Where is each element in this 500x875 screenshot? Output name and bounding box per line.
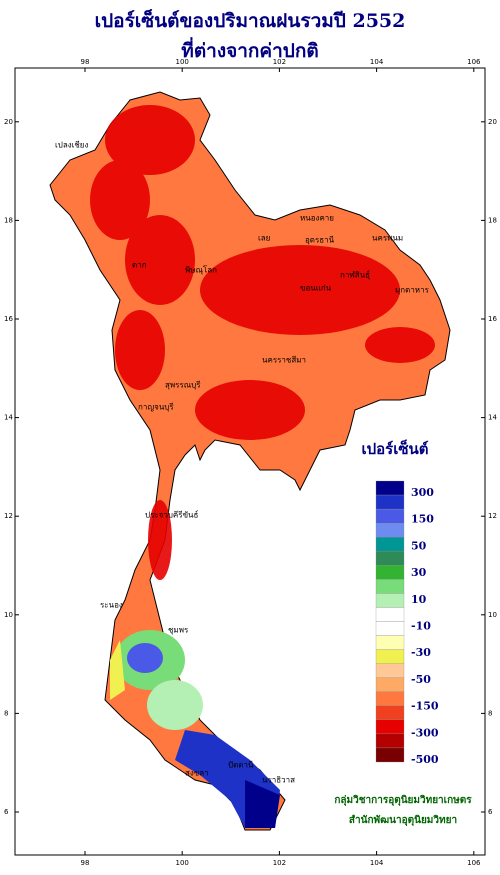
place-label: ประจวบคีรีขันธ์ — [145, 510, 199, 520]
place-label: สุพรรณบุรี — [165, 381, 201, 390]
lat-tick-label: 8 — [4, 709, 8, 717]
legend-swatch — [375, 508, 405, 524]
legend-swatch — [375, 551, 405, 566]
lat-tick-label: 16 — [4, 315, 13, 323]
legend-label: 50 — [411, 539, 427, 552]
place-label: เลย — [258, 234, 270, 243]
legend-swatch — [375, 677, 405, 692]
place-label: ระนอง — [100, 601, 123, 610]
yellow-area — [110, 640, 125, 700]
legend-label: -300 — [411, 726, 439, 739]
place-label: อุดรธานี — [305, 236, 335, 245]
legend-title: เปอร์เซ็นต์ — [361, 439, 428, 458]
place-label: หนองคาย — [300, 214, 334, 223]
legend-swatch — [375, 523, 405, 538]
legend-label: -150 — [411, 700, 439, 713]
legend-label: -50 — [411, 673, 431, 686]
legend-swatch — [375, 733, 405, 749]
lat-tick-label: 14 — [4, 414, 13, 422]
place-label: กาฬสินธุ์ — [340, 270, 370, 280]
place-label: ปัตตานี — [228, 761, 254, 770]
legend-swatch — [375, 663, 405, 678]
lat-tick-label: 16 — [488, 315, 497, 323]
legend-swatch — [375, 537, 405, 552]
lon-tick-label: 106 — [467, 58, 481, 66]
place-label: นราธิวาส — [262, 776, 295, 785]
legend-label: 30 — [411, 566, 427, 579]
place-label: พิษณุโลก — [185, 265, 217, 275]
blue-area — [245, 780, 280, 828]
credit: สำนักพัฒนาอุตุนิยมวิทยา — [349, 814, 457, 826]
lat-tick-label: 10 — [4, 611, 13, 619]
legend-swatch — [375, 593, 405, 608]
legend-label: -30 — [411, 646, 431, 659]
lon-tick-label: 100 — [176, 58, 189, 66]
legend-label: 150 — [411, 513, 434, 526]
red-areas — [90, 105, 435, 580]
place-label: เปลงเชียง — [55, 141, 88, 150]
legend-swatch — [375, 565, 405, 580]
lon-tick-label: 98 — [81, 859, 90, 867]
legend-swatch — [375, 621, 405, 636]
place-label: นครราชสีมา — [262, 356, 306, 365]
title-line: ที่ต่างจากค่าปกติ — [181, 37, 318, 62]
place-label: สงขลา — [185, 769, 209, 778]
thailand — [49, 91, 451, 831]
legend-swatch — [375, 494, 405, 510]
legend-swatch — [375, 607, 405, 622]
blue-area — [127, 643, 163, 673]
place-label: ชุมพร — [168, 626, 189, 635]
credit: กลุ่มวิชาการอุตุนิยมวิทยาเกษตร — [334, 794, 472, 806]
lat-tick-label: 20 — [4, 118, 13, 126]
lon-tick-label: 102 — [273, 58, 286, 66]
lat-tick-label: 18 — [488, 216, 497, 224]
lon-tick-label: 104 — [370, 58, 384, 66]
lat-tick-label: 14 — [488, 414, 497, 422]
legend-swatch — [375, 719, 405, 735]
place-label: นครพนม — [372, 234, 403, 243]
lat-tick-label: 12 — [488, 512, 497, 520]
green-area — [147, 680, 203, 730]
place-label: มุกดาหาร — [395, 286, 430, 295]
place-label: ตาก — [132, 261, 147, 270]
lon-tick-label: 104 — [370, 859, 384, 867]
legend-swatch — [375, 635, 405, 650]
lat-tick-label: 6 — [488, 808, 493, 816]
place-label: ขอนแก่น — [300, 284, 332, 293]
place-label: กาญจนบุรี — [138, 403, 174, 412]
lat-tick-label: 6 — [4, 808, 9, 816]
title-line: เปอร์เซ็นต์ของปริมาณฝนรวมปี 2552 — [95, 8, 406, 32]
lat-tick-label: 10 — [488, 611, 497, 619]
lon-tick-label: 100 — [176, 859, 189, 867]
lat-tick-label: 8 — [488, 709, 492, 717]
legend-swatch — [375, 691, 405, 706]
lon-tick-label: 102 — [273, 859, 286, 867]
lat-tick-label: 12 — [4, 512, 13, 520]
place-labels: หนองคาย อุดรธานี นครพนม เลย กาฬสินธุ์ มุ… — [55, 141, 430, 785]
legend-label: 10 — [411, 593, 427, 606]
legend-label: -500 — [411, 753, 439, 766]
lat-tick-label: 20 — [488, 118, 497, 126]
legend-swatch — [375, 480, 405, 496]
legend-swatch — [375, 579, 405, 594]
lon-tick-label: 98 — [81, 58, 90, 66]
legend-swatch — [375, 705, 405, 720]
legend-label: 300 — [411, 486, 434, 499]
legend-swatch — [375, 747, 405, 763]
legend-swatch — [375, 649, 405, 664]
lon-tick-label: 106 — [467, 859, 481, 867]
lat-tick-label: 18 — [4, 216, 13, 224]
legend-label: -10 — [411, 620, 431, 633]
